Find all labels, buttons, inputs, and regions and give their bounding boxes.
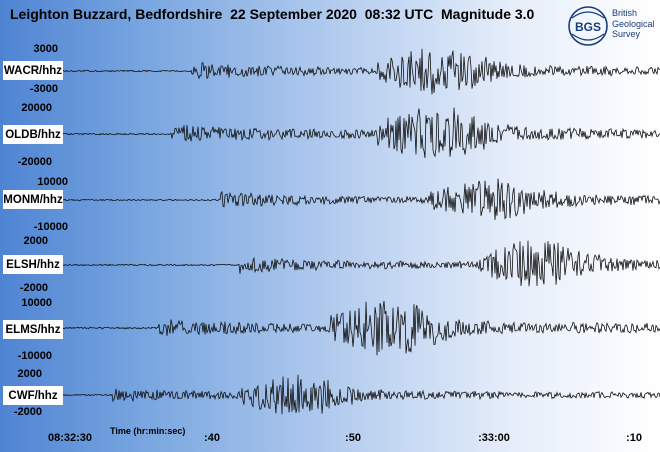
station-label: OLDB/hhz [3, 125, 63, 144]
seismogram-trace-wacr [59, 48, 660, 95]
seismogram-trace-elsh [59, 240, 660, 287]
station-label: ELMS/hhz [3, 320, 63, 339]
amp-top-label: 3000 [33, 43, 58, 55]
amp-top-label: 2000 [17, 368, 42, 380]
seismogram-trace-oldb [59, 107, 660, 159]
time-tick-label: :33:00 [478, 432, 510, 444]
amp-top-label: 2000 [23, 235, 48, 247]
amp-bottom-label: -10000 [33, 221, 68, 233]
logo-line-1: British [612, 8, 638, 18]
bgs-logo: BGS [568, 6, 608, 46]
time-tick-label: 08:32:30 [47, 432, 93, 444]
time-tick-label: :40 [204, 432, 220, 444]
logo-line-2: Geological [612, 18, 655, 29]
station-label: WACR/hhz [3, 61, 63, 80]
station-label: MONM/hhz [3, 190, 63, 209]
time-tick-label: :10 [626, 432, 642, 444]
logo-abbr: BGS [575, 20, 601, 34]
logo-name: British Geological Survey [612, 8, 655, 40]
seismogram-trace-cwf [59, 374, 660, 415]
chart-title: Leighton Buzzard, Bedfordshire 22 Septem… [10, 6, 535, 22]
amp-bottom-label: -2000 [19, 282, 48, 294]
amp-top-label: 10000 [21, 297, 52, 309]
amp-bottom-label: -10000 [17, 350, 52, 362]
time-axis-label: Time (hr:min:sec) [110, 426, 186, 436]
seismogram-trace-monm [59, 178, 660, 221]
amp-bottom-label: -3000 [29, 83, 58, 95]
amp-bottom-label: -20000 [17, 156, 52, 168]
amp-bottom-label: -2000 [13, 406, 42, 418]
station-label: ELSH/hhz [3, 255, 63, 274]
seismogram-trace-elms [59, 300, 660, 356]
time-tick-label: :50 [345, 432, 361, 444]
logo-line-3: Survey [612, 29, 641, 39]
amp-top-label: 20000 [21, 102, 52, 114]
station-label: CWF/hhz [3, 386, 63, 405]
amp-top-label: 10000 [37, 176, 68, 188]
